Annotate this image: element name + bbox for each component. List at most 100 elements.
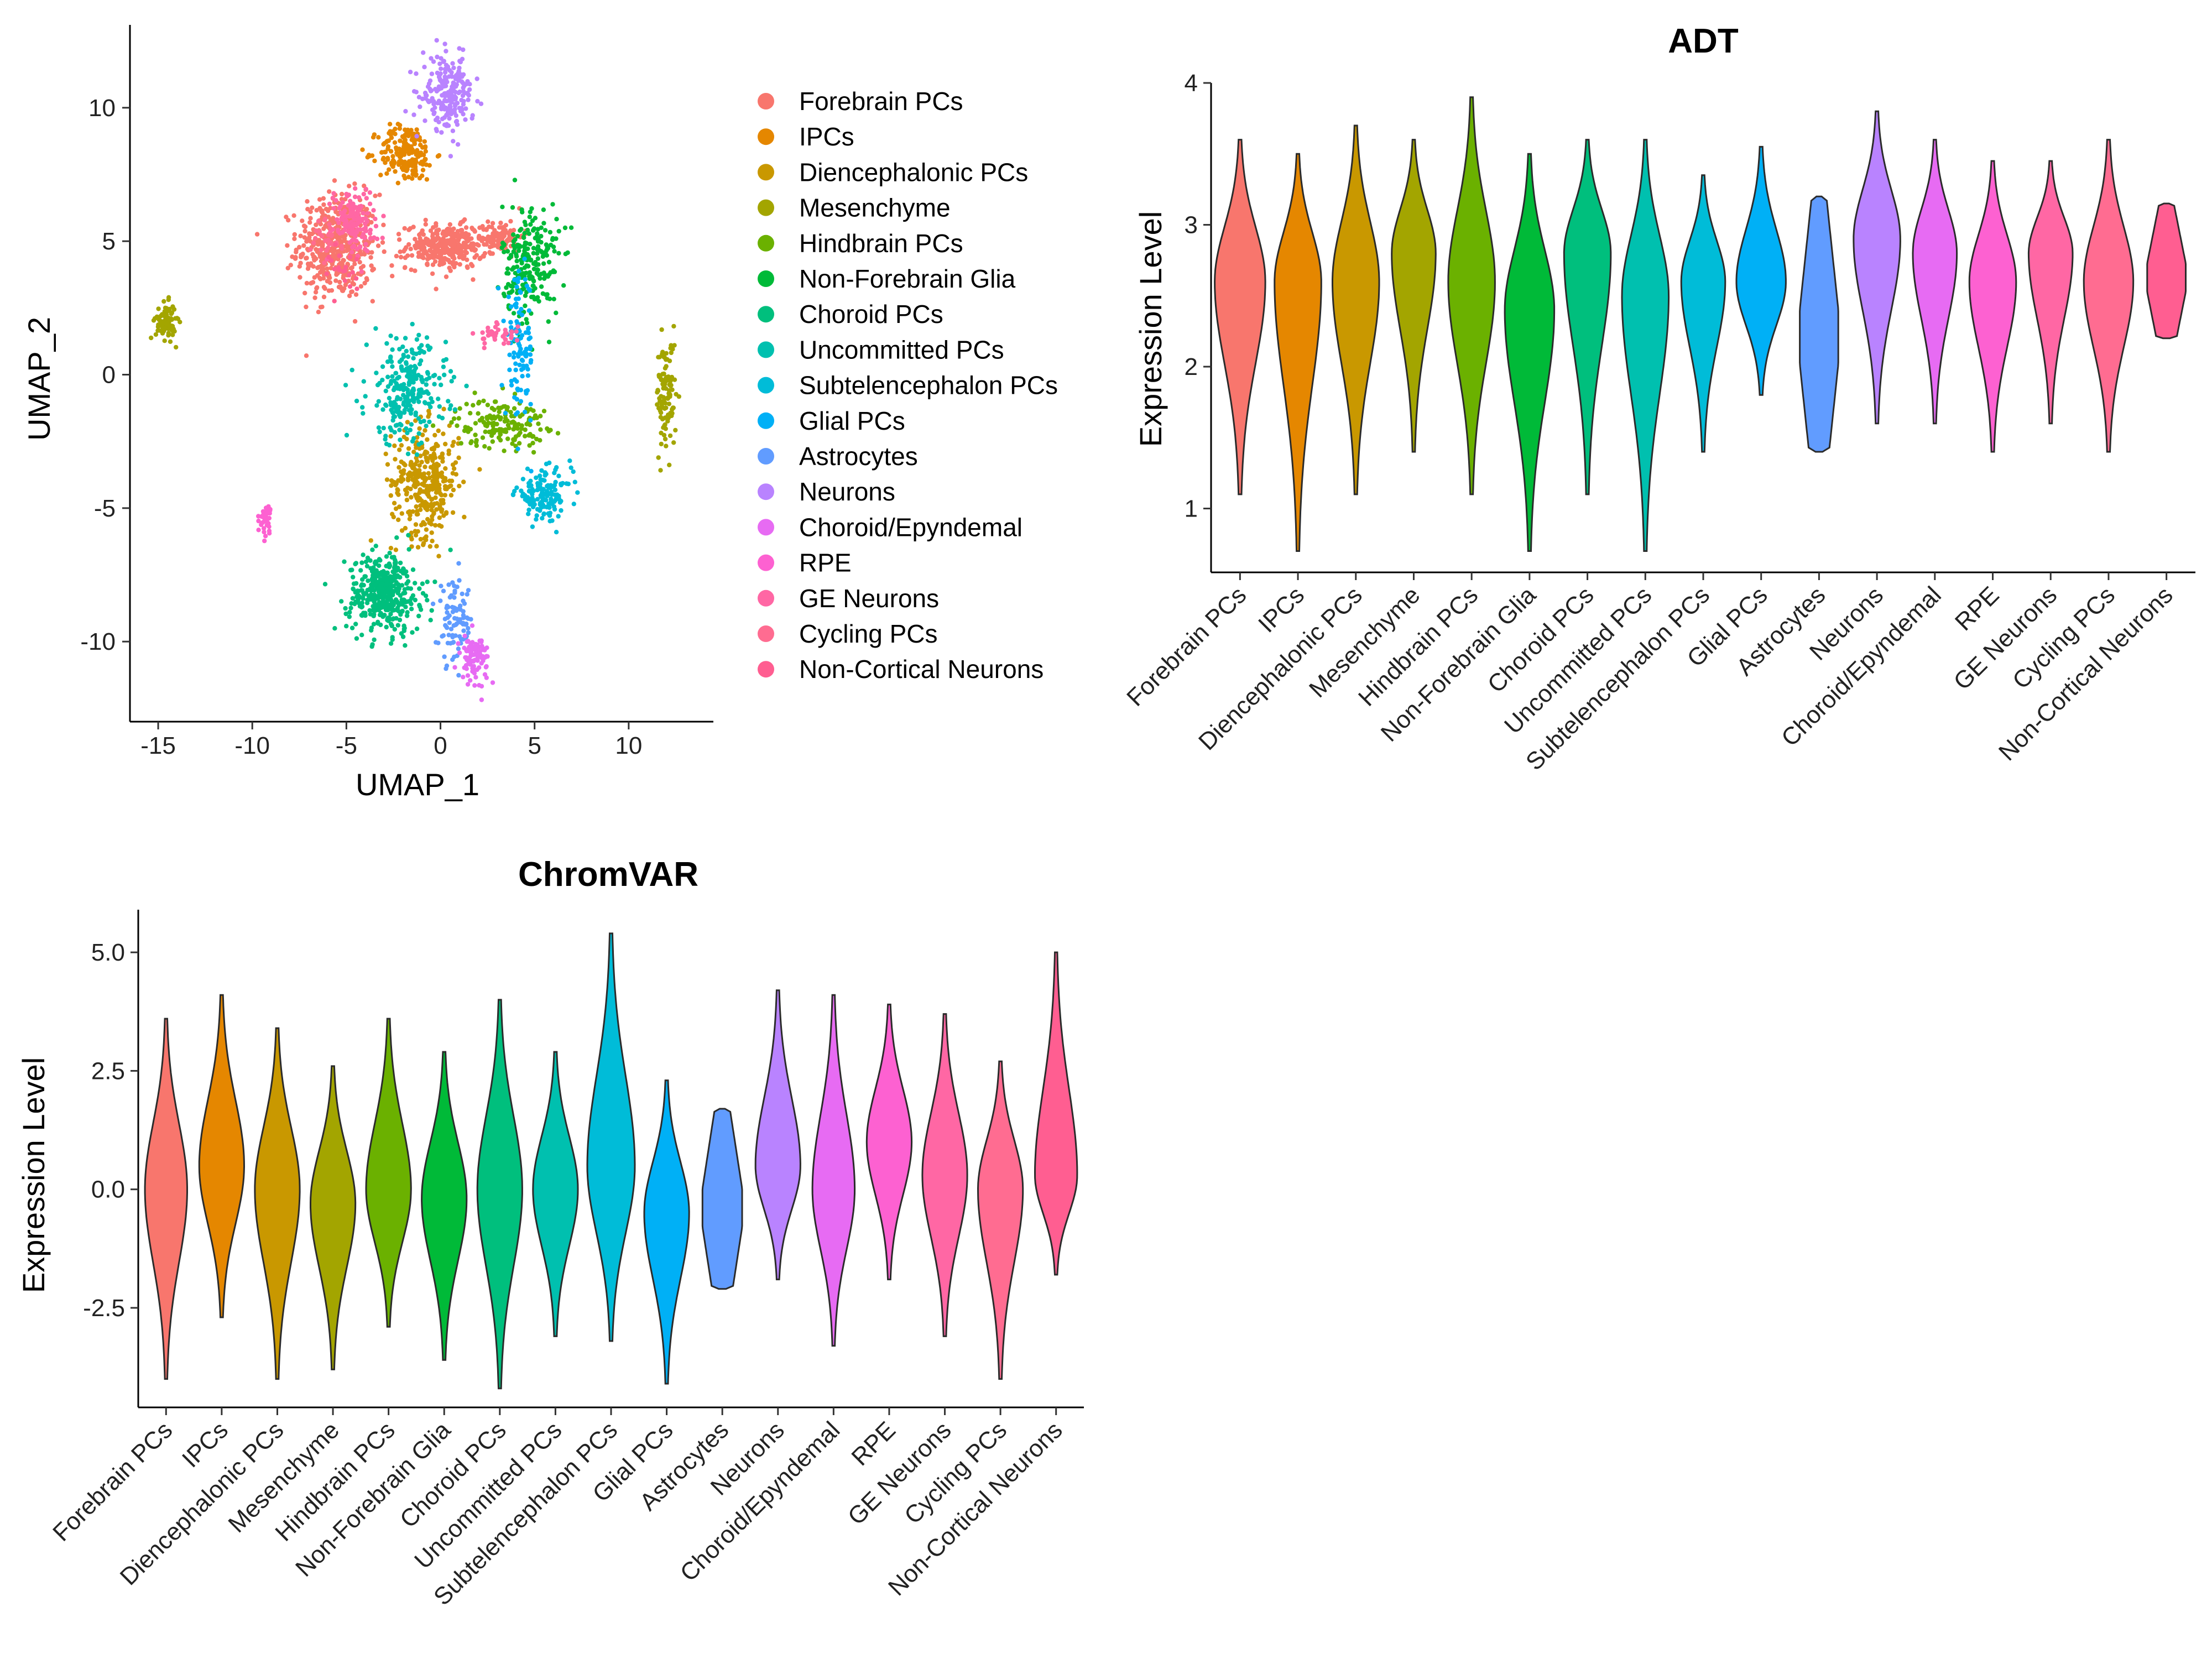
- umap-point: [472, 255, 477, 260]
- umap-point: [471, 658, 476, 664]
- umap-point: [322, 216, 328, 221]
- umap-point: [667, 433, 673, 439]
- umap-point: [514, 258, 519, 264]
- umap-point: [538, 508, 542, 513]
- umap-point: [662, 406, 667, 411]
- umap-point: [506, 271, 511, 276]
- umap-point: [422, 428, 427, 433]
- umap-point: [426, 484, 432, 489]
- umap-point: [453, 73, 459, 78]
- umap-point: [443, 233, 448, 238]
- umap-point: [409, 495, 414, 500]
- legend-item-ipcs: IPCs: [758, 122, 854, 151]
- umap-point: [409, 144, 414, 149]
- umap-point: [317, 254, 323, 259]
- umap-point: [397, 347, 402, 352]
- umap-point: [436, 471, 441, 476]
- umap-point: [670, 387, 675, 392]
- umap-point: [421, 541, 426, 546]
- umap-point: [442, 66, 448, 72]
- umap-point: [364, 342, 369, 347]
- umap-point: [168, 339, 173, 344]
- umap-point: [377, 612, 383, 618]
- umap-point: [290, 254, 295, 259]
- umap-point: [433, 523, 438, 528]
- umap-point: [406, 533, 411, 538]
- umap-point: [256, 514, 261, 519]
- umap-point: [264, 507, 269, 512]
- umap-point: [377, 429, 382, 435]
- umap-point: [398, 410, 403, 415]
- umap-point: [514, 485, 519, 491]
- umap-point: [564, 481, 569, 486]
- umap-point: [481, 655, 486, 660]
- umap-point: [507, 232, 512, 237]
- umap-point: [493, 331, 499, 336]
- umap-point: [413, 522, 419, 527]
- umap-point: [347, 273, 352, 278]
- umap-point: [483, 665, 488, 670]
- umap-point: [555, 431, 561, 436]
- umap-point: [376, 135, 381, 140]
- umap-point: [656, 354, 661, 359]
- umap-point: [479, 697, 484, 702]
- umap-point: [528, 210, 533, 215]
- umap-point: [456, 455, 461, 460]
- umap-point: [422, 144, 428, 149]
- umap-point: [664, 351, 669, 356]
- umap-point: [373, 216, 378, 222]
- umap-point: [404, 497, 410, 503]
- umap-point: [387, 167, 392, 172]
- umap-point: [343, 383, 348, 388]
- umap-point: [531, 450, 536, 455]
- umap-point: [536, 421, 541, 426]
- umap-point: [496, 239, 502, 244]
- legend-label: Non-Cortical Neurons: [799, 655, 1044, 684]
- umap-point: [262, 526, 267, 531]
- umap-point: [416, 431, 421, 436]
- umap-point: [345, 244, 350, 249]
- umap-point: [398, 397, 403, 401]
- umap-y-tick-label: 0: [102, 362, 116, 389]
- umap-point: [348, 606, 353, 611]
- umap-point: [432, 259, 438, 264]
- umap-point: [446, 448, 451, 453]
- umap-point: [554, 217, 559, 222]
- umap-point: [464, 666, 469, 671]
- chromvar-plot-title: ChromVAR: [518, 855, 698, 894]
- umap-point: [519, 357, 525, 363]
- umap-point: [393, 371, 399, 375]
- umap-point: [420, 96, 425, 101]
- umap-point: [308, 247, 313, 252]
- umap-point: [385, 374, 390, 379]
- umap-point: [392, 414, 398, 419]
- umap-point: [461, 613, 466, 618]
- violin-choroid-epyndemal: [1912, 139, 1958, 425]
- umap-point: [333, 242, 338, 247]
- umap-point: [387, 561, 392, 566]
- umap-point: [513, 237, 518, 242]
- umap-point: [522, 257, 527, 262]
- umap-point: [361, 411, 366, 416]
- umap-point: [461, 628, 466, 633]
- umap-point: [414, 509, 420, 514]
- umap-point: [298, 233, 303, 238]
- umap-point: [530, 441, 535, 446]
- umap-point: [353, 561, 359, 566]
- umap-point: [404, 436, 409, 442]
- umap-point: [286, 218, 291, 223]
- umap-point: [317, 229, 322, 234]
- umap-point: [572, 479, 578, 484]
- umap-point: [511, 311, 517, 316]
- umap-point: [523, 222, 528, 227]
- legend-label: Astrocytes: [799, 442, 918, 471]
- umap-point: [526, 512, 531, 517]
- umap-point: [482, 346, 487, 351]
- umap-point: [414, 134, 419, 139]
- umap-point: [351, 586, 356, 591]
- legend-item-mesenchyme: Mesenchyme: [758, 194, 951, 222]
- umap-point: [443, 229, 448, 234]
- umap-point: [410, 168, 415, 173]
- umap-point: [403, 166, 408, 171]
- umap-point: [387, 395, 392, 401]
